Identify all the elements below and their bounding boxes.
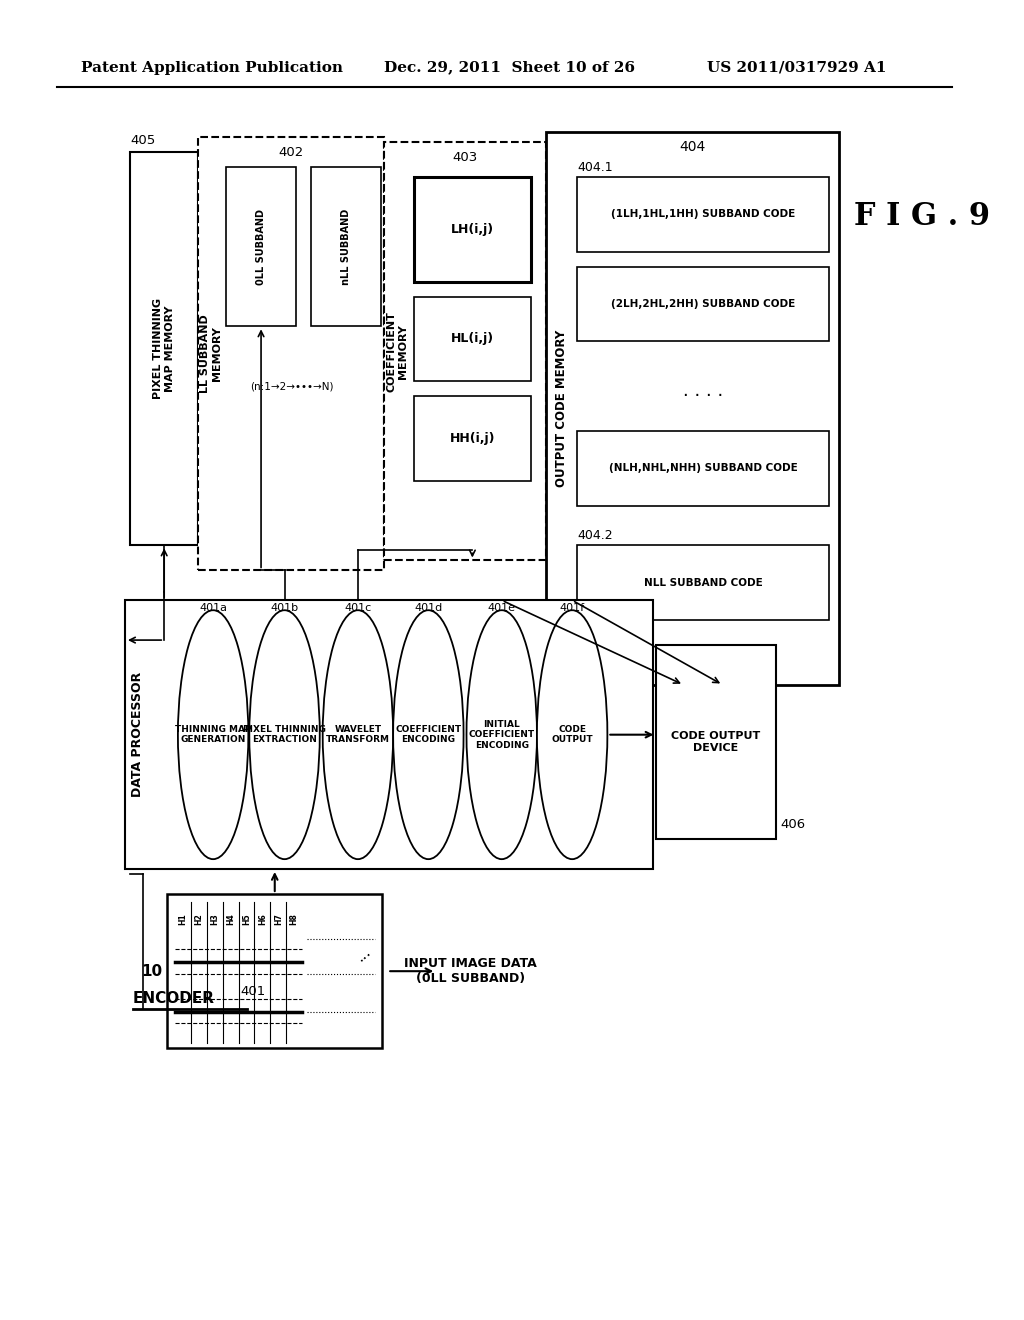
FancyBboxPatch shape — [656, 645, 775, 840]
Text: H7: H7 — [273, 913, 283, 925]
FancyBboxPatch shape — [578, 430, 829, 506]
FancyBboxPatch shape — [125, 601, 653, 869]
Text: LL SUBBAND
MEMORY: LL SUBBAND MEMORY — [201, 314, 222, 393]
Text: (NLH,NHL,NHH) SUBBAND CODE: (NLH,NHL,NHH) SUBBAND CODE — [609, 463, 798, 474]
Text: US 2011/0317929 A1: US 2011/0317929 A1 — [708, 61, 887, 74]
Text: H5: H5 — [242, 913, 251, 925]
FancyBboxPatch shape — [578, 177, 829, 252]
Text: H3: H3 — [210, 913, 219, 925]
FancyBboxPatch shape — [414, 297, 531, 381]
Text: INPUT IMAGE DATA
(0LL SUBBAND): INPUT IMAGE DATA (0LL SUBBAND) — [404, 957, 537, 985]
Text: F I G . 9: F I G . 9 — [854, 202, 990, 232]
Ellipse shape — [393, 610, 464, 859]
Text: LH(i,j): LH(i,j) — [451, 223, 494, 236]
Ellipse shape — [249, 610, 319, 859]
Text: COEFFICIENT
ENCODING: COEFFICIENT ENCODING — [395, 725, 462, 744]
Text: OUTPUT CODE MEMORY: OUTPUT CODE MEMORY — [555, 330, 568, 487]
FancyBboxPatch shape — [414, 396, 531, 480]
Text: H4: H4 — [226, 913, 236, 925]
Text: PIXEL THINNING
EXTRACTION: PIXEL THINNING EXTRACTION — [243, 725, 326, 744]
Ellipse shape — [178, 610, 249, 859]
Text: DATA PROCESSOR: DATA PROCESSOR — [131, 672, 144, 797]
Text: HL(i,j): HL(i,j) — [451, 333, 494, 346]
Text: 401f: 401f — [559, 603, 585, 614]
Ellipse shape — [467, 610, 537, 859]
Text: (1LH,1HL,1HH) SUBBAND CODE: (1LH,1HL,1HH) SUBBAND CODE — [611, 210, 796, 219]
Text: H8: H8 — [290, 913, 299, 925]
Text: Dec. 29, 2011  Sheet 10 of 26: Dec. 29, 2011 Sheet 10 of 26 — [384, 61, 635, 74]
Text: 401d: 401d — [415, 603, 442, 614]
Text: ...: ... — [353, 944, 374, 964]
Text: CODE OUTPUT
DEVICE: CODE OUTPUT DEVICE — [672, 731, 761, 752]
Text: THINNING MAP
GENERATION: THINNING MAP GENERATION — [175, 725, 252, 744]
Text: NLL SUBBAND CODE: NLL SUBBAND CODE — [644, 578, 763, 587]
FancyBboxPatch shape — [578, 267, 829, 342]
Text: COEFFICIENT
MEMORY: COEFFICIENT MEMORY — [386, 312, 408, 392]
Text: H6: H6 — [258, 913, 267, 925]
FancyBboxPatch shape — [414, 177, 531, 281]
Text: 401c: 401c — [344, 603, 372, 614]
Text: (n:1→2→•••→N): (n:1→2→•••→N) — [250, 381, 333, 391]
FancyBboxPatch shape — [199, 137, 384, 570]
Text: 403: 403 — [453, 150, 477, 164]
Text: 10: 10 — [141, 964, 162, 978]
FancyBboxPatch shape — [546, 132, 840, 685]
FancyBboxPatch shape — [226, 168, 296, 326]
FancyBboxPatch shape — [167, 894, 382, 1048]
Text: (2LH,2HL,2HH) SUBBAND CODE: (2LH,2HL,2HH) SUBBAND CODE — [611, 300, 796, 309]
FancyBboxPatch shape — [578, 545, 829, 620]
Text: INITIAL
COEFFICIENT
ENCODING: INITIAL COEFFICIENT ENCODING — [469, 719, 535, 750]
Text: 401a: 401a — [199, 603, 227, 614]
FancyBboxPatch shape — [311, 168, 381, 326]
Text: 404.2: 404.2 — [578, 529, 612, 543]
Text: CODE
OUTPUT: CODE OUTPUT — [551, 725, 593, 744]
Text: 401e: 401e — [487, 603, 516, 614]
FancyBboxPatch shape — [130, 152, 199, 545]
Text: 404: 404 — [679, 140, 706, 154]
Text: Patent Application Publication: Patent Application Publication — [81, 61, 343, 74]
Text: H2: H2 — [195, 913, 204, 925]
Text: . . . .: . . . . — [683, 381, 723, 400]
Text: PIXEL THINNING
MAP MEMORY: PIXEL THINNING MAP MEMORY — [154, 298, 175, 400]
Text: nLL SUBBAND: nLL SUBBAND — [341, 209, 351, 285]
Text: 401: 401 — [241, 985, 266, 998]
FancyBboxPatch shape — [384, 143, 546, 561]
Text: 405: 405 — [130, 133, 156, 147]
Text: WAVELET
TRANSFORM: WAVELET TRANSFORM — [326, 725, 390, 744]
Ellipse shape — [323, 610, 393, 859]
Text: 401b: 401b — [270, 603, 299, 614]
Text: H1: H1 — [178, 913, 187, 925]
Text: ENCODER: ENCODER — [133, 991, 215, 1006]
Text: 402: 402 — [279, 145, 304, 158]
Ellipse shape — [537, 610, 607, 859]
Text: 406: 406 — [780, 818, 806, 830]
Text: 0LL SUBBAND: 0LL SUBBAND — [256, 209, 266, 285]
Text: HH(i,j): HH(i,j) — [450, 432, 496, 445]
Text: 404.1: 404.1 — [578, 161, 612, 174]
